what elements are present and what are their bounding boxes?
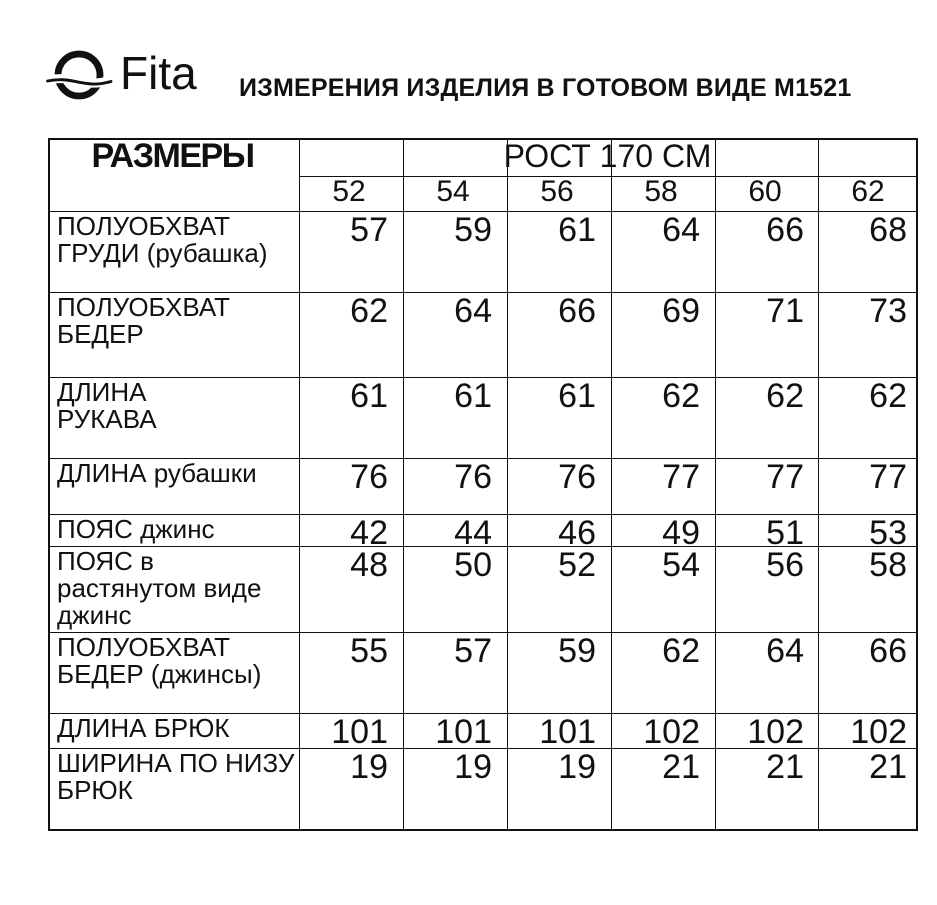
svg-text:Fita: Fita (120, 50, 197, 99)
